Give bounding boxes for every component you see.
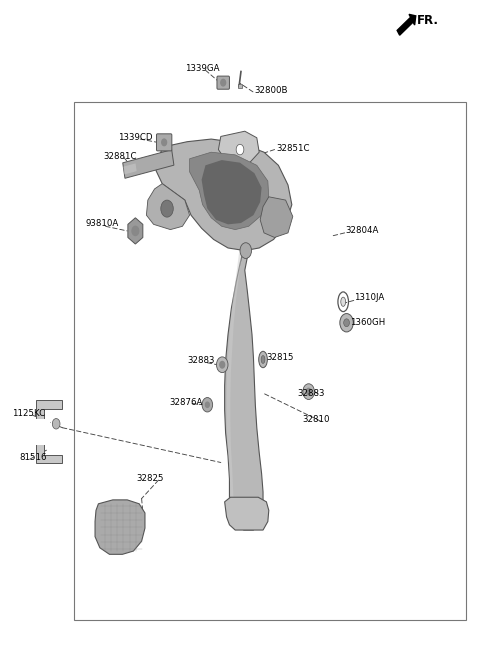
Ellipse shape [259,352,267,367]
Polygon shape [225,497,269,530]
FancyBboxPatch shape [217,76,229,89]
FancyArrow shape [397,14,416,35]
Polygon shape [95,500,145,554]
FancyBboxPatch shape [156,134,172,151]
Circle shape [306,388,311,395]
Text: 1339CD: 1339CD [118,133,152,142]
Circle shape [221,79,226,86]
Polygon shape [227,253,242,526]
Bar [74,102,466,620]
Polygon shape [36,400,62,463]
Circle shape [132,226,139,236]
Text: 32883: 32883 [298,389,325,398]
Polygon shape [156,139,292,251]
Polygon shape [260,197,293,237]
Circle shape [220,361,225,368]
Circle shape [340,314,353,332]
Polygon shape [128,218,143,244]
Text: FR.: FR. [417,14,439,28]
Polygon shape [202,160,262,224]
Polygon shape [225,248,263,530]
Text: 32810: 32810 [302,415,330,424]
Circle shape [303,384,314,400]
Text: 93810A: 93810A [85,218,119,228]
Text: 32815: 32815 [266,353,294,362]
Circle shape [162,139,167,146]
Polygon shape [36,419,50,445]
Circle shape [202,398,213,412]
Text: 1310JA: 1310JA [354,293,384,302]
Text: 1360GH: 1360GH [350,318,385,327]
Text: 32800B: 32800B [254,86,288,95]
Circle shape [240,243,252,258]
Text: 32881C: 32881C [103,152,137,161]
Circle shape [205,402,209,407]
Polygon shape [218,131,259,165]
Text: 1339GA: 1339GA [185,64,219,73]
Circle shape [161,200,173,217]
Circle shape [216,357,228,373]
FancyBboxPatch shape [238,84,242,88]
Text: 1125KC: 1125KC [12,409,45,418]
Text: 32876A: 32876A [169,398,203,407]
Text: 32825: 32825 [137,474,164,483]
Text: 32851C: 32851C [276,144,310,153]
Polygon shape [123,163,137,174]
Text: 32804A: 32804A [346,226,379,236]
Circle shape [52,419,60,429]
Ellipse shape [261,356,265,363]
Ellipse shape [341,297,346,306]
Polygon shape [146,184,190,230]
Polygon shape [123,150,174,178]
Text: 32883: 32883 [187,356,215,365]
Polygon shape [190,152,269,230]
Circle shape [236,144,244,155]
Circle shape [344,319,349,327]
Text: 81516: 81516 [19,453,47,462]
